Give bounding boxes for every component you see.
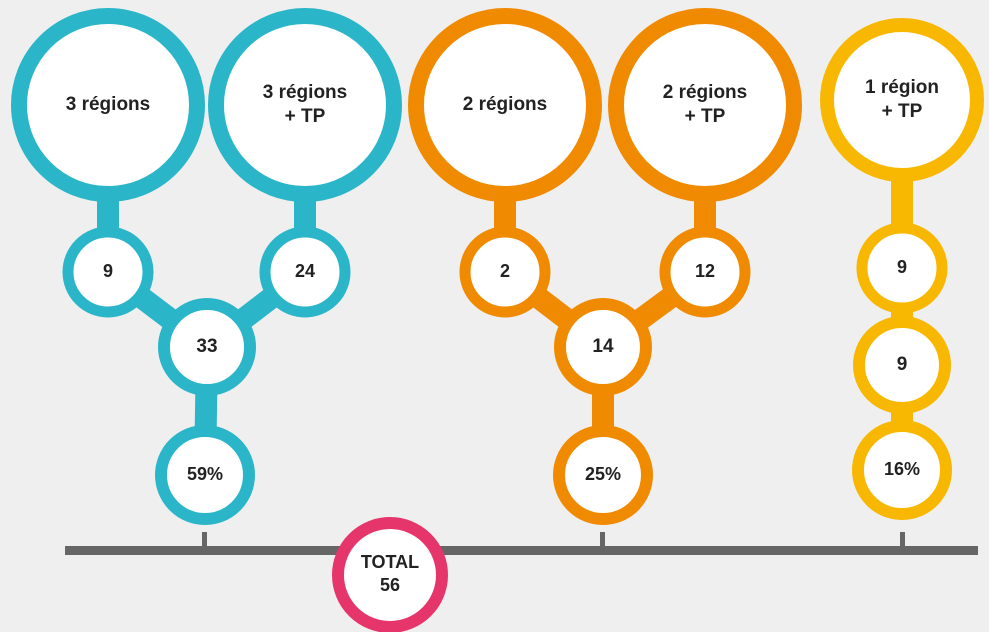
source-label: + TP (685, 106, 726, 127)
count-label: 2 (500, 261, 510, 281)
sum-circle (158, 298, 256, 396)
sum-label: 33 (196, 336, 217, 357)
share-circle (155, 425, 255, 525)
source-label: + TP (882, 101, 923, 122)
source-circle (608, 8, 802, 202)
share-label: 16% (884, 459, 920, 479)
total-label: TOTAL (361, 552, 419, 572)
source-label: + TP (285, 106, 326, 127)
count-label: 9 (897, 257, 907, 277)
sum-label: 14 (592, 336, 614, 357)
source-circle (11, 8, 205, 202)
sum-circle (554, 298, 652, 396)
share-circle (553, 425, 653, 525)
share-label: 59% (187, 464, 223, 484)
total-value: 56 (380, 575, 400, 595)
timeline (65, 546, 978, 555)
sum-label: 9 (897, 354, 908, 375)
sum-circle (853, 316, 951, 414)
count-circle (459, 226, 551, 318)
share-label: 25% (585, 464, 621, 484)
timeline-tick (900, 532, 905, 548)
count-circle (62, 226, 154, 318)
count-label: 24 (295, 261, 315, 281)
count-circle (856, 222, 948, 314)
nodes: 3 régions 9 3 régions + TP 24 33 59% 2 régions 2… (11, 8, 984, 632)
source-label: 1 région (865, 77, 939, 98)
timeline-tick (202, 532, 207, 548)
count-label: 12 (695, 261, 715, 281)
count-label: 9 (103, 261, 113, 281)
source-label: 3 régions (66, 94, 150, 115)
count-circle (659, 226, 751, 318)
source-label: 2 régions (463, 94, 547, 115)
source-circle (820, 18, 984, 182)
count-circle (259, 226, 351, 318)
source-label: 3 régions (263, 82, 347, 103)
source-label: 2 régions (663, 82, 747, 103)
source-circle (208, 8, 402, 202)
share-circle (852, 420, 952, 520)
timeline-tick (600, 532, 605, 548)
source-circle (408, 8, 602, 202)
total-circle (332, 517, 448, 632)
